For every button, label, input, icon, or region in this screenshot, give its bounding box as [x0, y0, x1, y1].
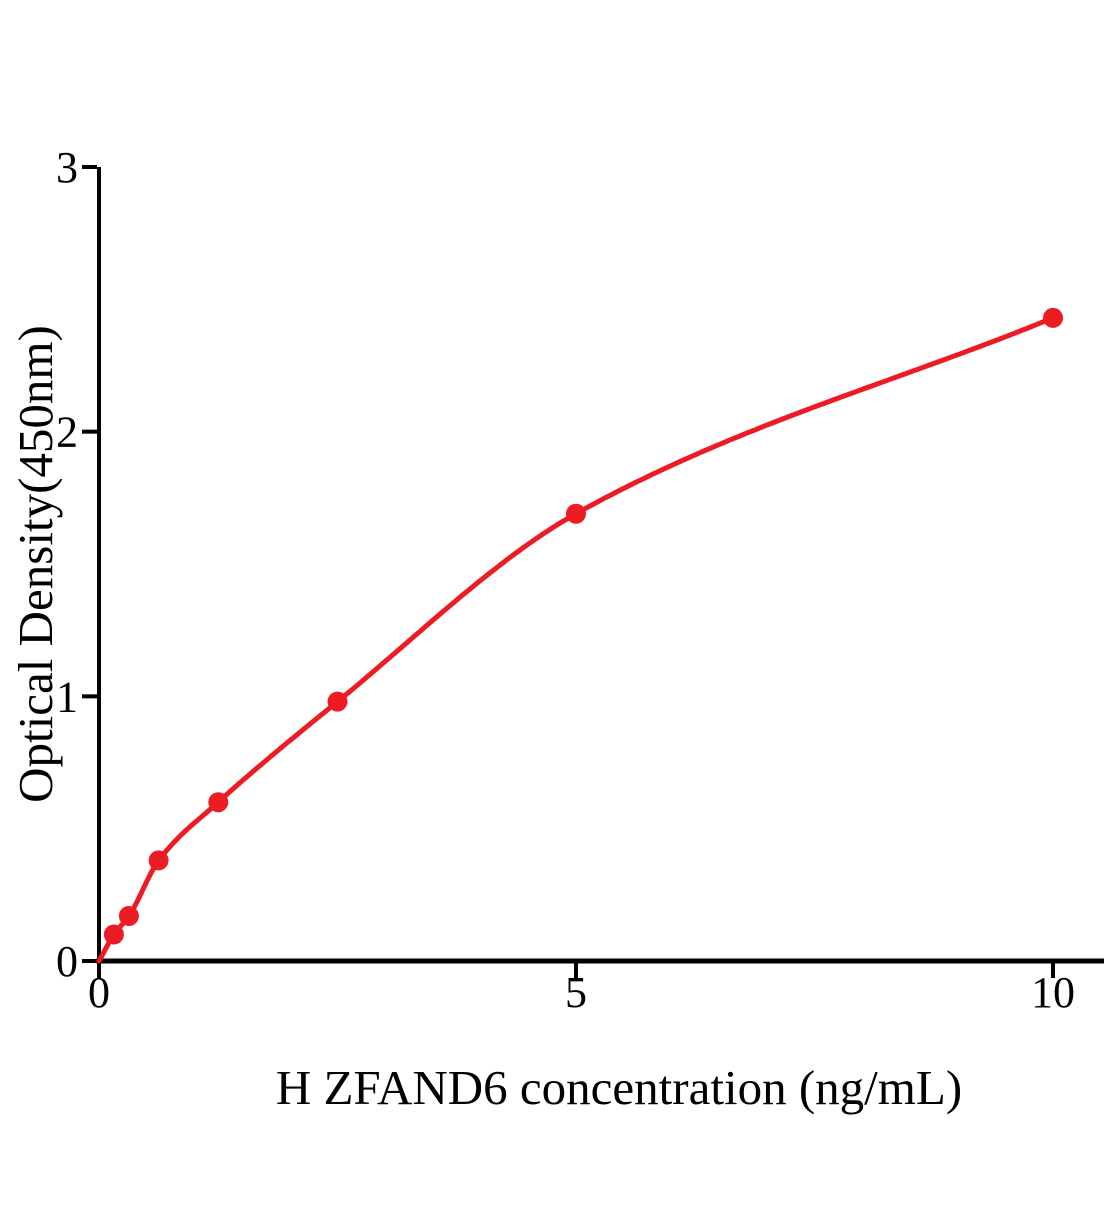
x-axis-title: H ZFAND6 concentration (ng/mL)	[276, 1060, 962, 1115]
axes	[97, 167, 1104, 963]
data-point	[104, 925, 124, 945]
data-point	[208, 792, 228, 812]
fit-curve-line	[99, 318, 1053, 961]
x-tick-label: 10	[1031, 968, 1075, 1017]
data-point	[149, 850, 169, 870]
axis-ticks	[82, 167, 1053, 978]
data-points	[104, 308, 1063, 945]
y-tick-label: 0	[56, 937, 78, 986]
x-tick-label: 5	[565, 968, 587, 1017]
y-axis-title: Optical Density(450nm)	[8, 325, 63, 803]
data-point	[119, 906, 139, 926]
data-point	[328, 692, 348, 712]
x-tick-label: 0	[88, 968, 110, 1017]
data-point	[566, 504, 586, 524]
y-tick-label: 3	[56, 143, 78, 192]
data-point	[1043, 308, 1063, 328]
